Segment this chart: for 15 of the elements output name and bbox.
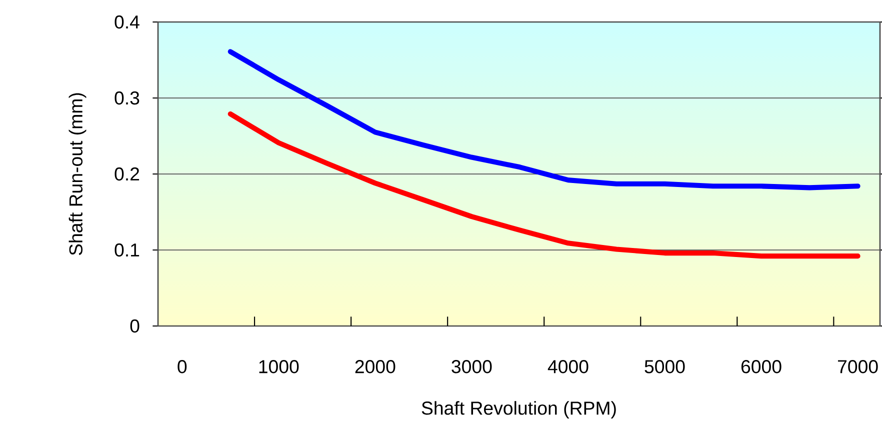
y-tick-label: 0.2	[114, 167, 140, 181]
y-tick-label: 0.3	[114, 91, 140, 105]
x-tick-label: 1000	[259, 360, 299, 374]
x-tick-label: 7000	[838, 360, 878, 374]
x-tick-label: 6000	[741, 360, 782, 374]
y-tick-label: 0.1	[114, 243, 140, 257]
y-tick-label: 0.4	[114, 15, 140, 29]
y-axis-title: Shaft Run-out (mm)	[68, 93, 86, 256]
x-axis-title: Shaft Revolution (RPM)	[422, 401, 616, 418]
x-tick-label: 4000	[548, 360, 588, 374]
x-tick-label: 5000	[644, 360, 685, 374]
y-tick-label: 0	[130, 319, 140, 333]
x-tick-label: 2000	[355, 360, 396, 374]
x-tick-label: 0	[178, 360, 187, 374]
x-tick-label: 3000	[452, 360, 492, 374]
